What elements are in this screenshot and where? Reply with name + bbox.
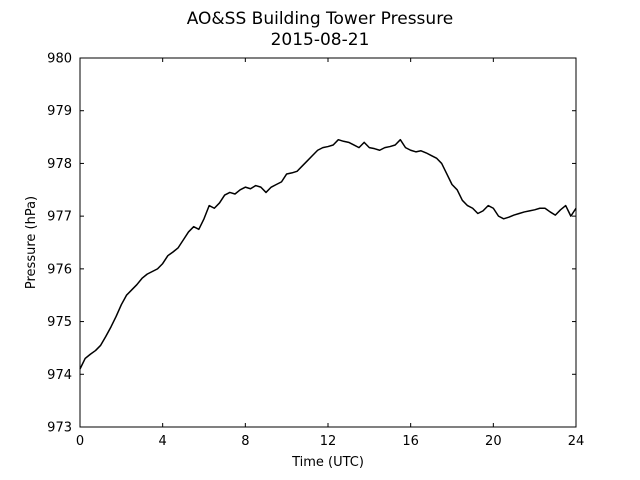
x-tick-label: 4 — [159, 434, 167, 449]
x-axis-label: Time (UTC) — [291, 455, 364, 470]
y-tick-label: 975 — [47, 315, 72, 330]
chart-title: AO&SS Building Tower Pressure — [187, 9, 454, 29]
y-tick-label: 974 — [47, 368, 72, 383]
x-tick-label: 20 — [485, 434, 502, 449]
y-tick-label: 977 — [47, 210, 72, 225]
x-tick-label: 12 — [320, 434, 337, 449]
x-tick-label: 0 — [76, 434, 84, 449]
chart-subtitle: 2015-08-21 — [271, 30, 370, 50]
pressure-series-line — [79, 138, 577, 370]
y-axis-label: Pressure (hPa) — [24, 196, 39, 289]
x-tick-label: 24 — [568, 434, 585, 449]
y-tick-label: 973 — [47, 421, 72, 436]
y-tick-label: 978 — [47, 157, 72, 172]
y-axis-ticks: 973 974 975 976 977 978 979 980 — [47, 52, 576, 436]
x-tick-label: 8 — [241, 434, 249, 449]
y-tick-label: 979 — [47, 104, 72, 119]
x-axis-ticks: 0 4 8 12 16 20 24 — [76, 58, 584, 449]
x-tick-label: 16 — [402, 434, 419, 449]
y-tick-label: 976 — [47, 262, 72, 277]
y-tick-label: 980 — [47, 52, 72, 67]
plot-area-frame — [79, 57, 577, 428]
